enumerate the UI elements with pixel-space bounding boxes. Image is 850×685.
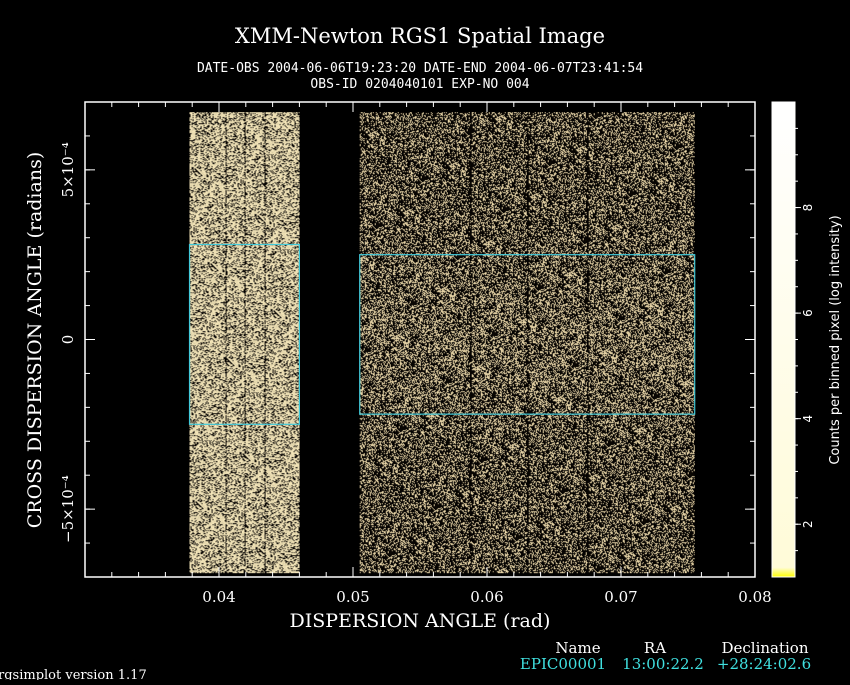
x-tick-label: 0.08 xyxy=(738,588,771,606)
chart-subtitle-dates: DATE-OBS 2004-06-06T19:23:20 DATE-END 20… xyxy=(197,61,643,76)
source-value-ra: 13:00:22.2 xyxy=(622,655,704,673)
y-axis-title: CROSS DISPERSION ANGLE (radians) xyxy=(24,152,46,528)
source-value-name: EPIC00001 xyxy=(520,655,606,673)
version-footer: rgsimplot version 1.17 xyxy=(0,668,147,680)
source-header-ra: RA xyxy=(644,639,666,657)
extraction-region-2 xyxy=(359,254,696,415)
extraction-region-layer xyxy=(188,243,696,425)
colorbar-tick-label: 2 xyxy=(801,520,815,528)
source-header-name: Name xyxy=(555,639,600,657)
chart-subtitle-obsid: OBS-ID 0204040101 EXP-NO 004 xyxy=(310,77,529,92)
extraction-region-1 xyxy=(188,243,301,425)
colorbar-tick-label: 4 xyxy=(801,415,815,423)
x-axis-ticks: 0.04 0.05 0.06 0.07 0.08 xyxy=(84,102,772,606)
x-tick-label: 0.07 xyxy=(604,588,637,606)
chart-title: XMM-Newton RGS1 Spatial Image xyxy=(235,24,605,48)
image-plot-area: 0.04 0.05 0.06 0.07 0.08 5×10⁻⁴ 0 −5×10⁻⁴ xyxy=(59,101,772,606)
x-axis-title: DISPERSION ANGLE (rad) xyxy=(290,610,551,632)
y-tick-label: 0 xyxy=(59,335,77,345)
image-layer xyxy=(189,112,695,574)
source-header-declination: Declination xyxy=(721,639,808,657)
colorbar-tick-label: 6 xyxy=(801,309,815,317)
colorbar-label: Counts per binned pixel (log intensity) xyxy=(828,215,843,464)
colorbar xyxy=(771,101,796,578)
x-tick-label: 0.05 xyxy=(336,588,369,606)
source-value-declination: +28:24:02.6 xyxy=(717,655,811,673)
source-table: Name RA Declination EPIC00001 13:00:22.2… xyxy=(520,639,811,673)
image-region-1 xyxy=(189,112,300,574)
y-axis-ticks: 5×10⁻⁴ 0 −5×10⁻⁴ xyxy=(59,101,755,578)
colorbar-ticks: 2 4 6 8 xyxy=(795,127,815,552)
x-tick-label: 0.06 xyxy=(470,588,503,606)
x-tick-label: 0.04 xyxy=(202,588,235,606)
colorbar-tick-label: 8 xyxy=(801,204,815,212)
y-tick-label: 5×10⁻⁴ xyxy=(59,142,77,197)
image-region-2 xyxy=(359,112,695,574)
y-tick-label: −5×10⁻⁴ xyxy=(59,475,77,543)
